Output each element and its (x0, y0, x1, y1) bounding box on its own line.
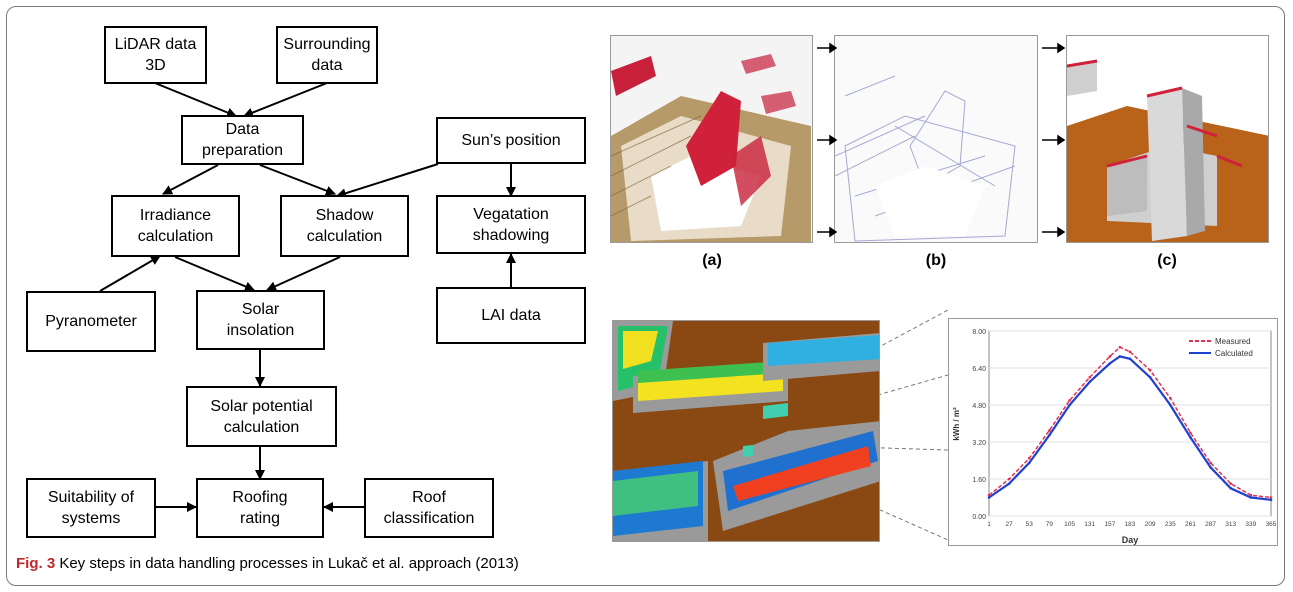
legend-measured-label: Measured (1215, 337, 1251, 346)
chart-x-tick-label: 157 (1104, 521, 1115, 528)
chart-point-calculated (1269, 498, 1273, 502)
panel-c-label: (c) (1157, 252, 1177, 269)
box-vegetation-shadowing: Vegatation shadowing (436, 195, 586, 254)
chart-x-tick-label: 1 (987, 521, 991, 528)
box-surrounding-data: Surrounding data (276, 26, 378, 84)
box-suitability-of-systems: Suitability of systems (26, 478, 156, 538)
figure-frame (6, 6, 1285, 586)
chart-point-measured (1148, 369, 1152, 372)
chart-point-calculated (1189, 436, 1192, 439)
chart-x-tick-label: 287 (1205, 521, 1216, 528)
chart-x-tick-label: 131 (1084, 521, 1095, 528)
chart-point-measured (1118, 345, 1122, 349)
arrow-shadow-to-insolation (266, 256, 341, 291)
chart-point-calculated (1108, 362, 1112, 365)
chart-point-measured (1108, 355, 1112, 358)
box-sun-position: Sun’s position (436, 117, 586, 164)
chart-y-tick-label: 3.20 (972, 440, 986, 447)
chart-point-calculated (1229, 486, 1233, 490)
chart-point-calculated (1027, 461, 1031, 465)
panel-b-label: (b) (925, 252, 947, 269)
chart-y-tick-label: 8.00 (972, 329, 986, 336)
chart-point-measured (1027, 456, 1031, 460)
chart-series-measured-line (988, 346, 1272, 499)
chart-point-measured (1048, 429, 1051, 432)
chart-point-measured (1068, 399, 1071, 402)
chart-x-tick-label: 339 (1245, 521, 1256, 528)
box-solar-insolation: Solar insolation (196, 290, 325, 350)
chart-point-calculated (987, 496, 991, 499)
chart-point-measured (1249, 493, 1253, 497)
chart-point-measured (1128, 350, 1132, 354)
chart-series-calculated-line (988, 355, 1272, 501)
box-lai-data: LAI data (436, 287, 586, 344)
chart-point-measured (1007, 477, 1011, 481)
chart-point-measured (1209, 461, 1212, 465)
chart-point-calculated (1128, 357, 1132, 361)
chart-x-tick-label: 365 (1266, 521, 1277, 528)
caption-text: Key steps in data handling processes in … (55, 555, 519, 572)
box-roofing-rating: Roofing rating (196, 478, 324, 538)
chart-x-axis-label: Day (1122, 535, 1139, 545)
chart-y-tick-label: 0.00 (972, 514, 986, 521)
chart-point-calculated (1209, 466, 1212, 469)
solar-map-image (612, 320, 880, 542)
box-data-preparation: Data preparation (181, 115, 304, 165)
chart-point-calculated (1088, 380, 1092, 384)
box-roof-classification: Roof classification (364, 478, 494, 538)
chart-x-tick-label: 27 (1006, 521, 1014, 528)
chart-x-tick-label: 79 (1046, 521, 1054, 528)
chart-point-calculated (1048, 433, 1051, 437)
chart-point-calculated (1249, 496, 1253, 499)
chart-y-tick-label: 4.80 (972, 403, 986, 410)
arrow-lidar-to-prep (154, 82, 237, 118)
panel-b-image (834, 35, 1038, 243)
box-lidar-data: LiDAR data 3D (104, 26, 207, 84)
chart-point-measured (1168, 396, 1172, 400)
chart-point-calculated (1068, 403, 1071, 407)
caption-label: Fig. 3 (16, 555, 56, 572)
inset-chart: 0.00 1.60 3.20 4.80 6.40 8.00 1 27 53 79 105 131 157… (948, 318, 1278, 546)
chart-point-calculated (1007, 482, 1011, 485)
chart-x-tick-label: 261 (1185, 521, 1196, 528)
chart-x-tick-label: 183 (1125, 521, 1136, 528)
box-solar-potential-calculation: Solar potential calculation (186, 386, 337, 447)
panel-c-image (1066, 35, 1269, 243)
panel-a-image (610, 35, 813, 243)
chart-point-measured (1189, 431, 1192, 435)
chart-x-tick-label: 209 (1145, 521, 1156, 528)
arrow-pyranometer-to-irradiance (99, 255, 161, 292)
figure-caption: Fig. 3 Key steps in data handling proces… (16, 555, 519, 572)
chart-y-axis-label: kWh / m² (952, 407, 961, 441)
chart-point-calculated (1168, 403, 1172, 407)
chart-point-measured (1269, 496, 1273, 499)
arrow-prep-to-shadow (259, 164, 336, 196)
chart-point-measured (1229, 482, 1233, 485)
chart-y-tick-label: 1.60 (972, 477, 986, 484)
arrow-surrounding-to-prep (243, 82, 328, 118)
legend-calculated-label: Calculated (1215, 349, 1253, 358)
arrow-sun-to-shadow (336, 163, 439, 199)
chart-x-tick-label: 53 (1026, 521, 1034, 528)
panel-a-label: (a) (702, 252, 722, 269)
arrow-prep-to-irradiance (162, 164, 219, 195)
chart-x-tick-label: 235 (1165, 521, 1176, 528)
arrow-irradiance-to-insolation (174, 256, 255, 292)
box-pyranometer: Pyranometer (26, 291, 156, 352)
box-shadow-calculation: Shadow calculation (280, 195, 409, 257)
chart-point-calculated (1148, 375, 1152, 379)
chart-point-calculated (1118, 355, 1122, 358)
chart-x-tick-label: 105 (1064, 521, 1075, 528)
chart-y-tick-label: 6.40 (972, 366, 986, 373)
box-irradiance-calculation: Irradiance calculation (111, 195, 240, 257)
chart-point-measured (1088, 375, 1092, 379)
chart-x-tick-label: 313 (1225, 521, 1236, 528)
